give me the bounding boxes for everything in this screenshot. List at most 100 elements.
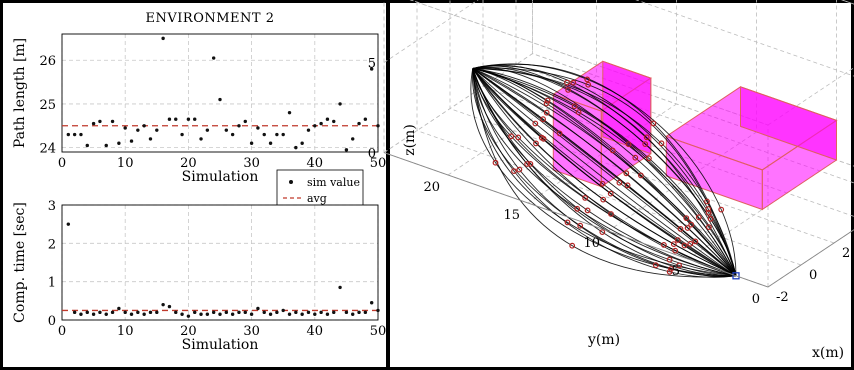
- data-point: [262, 132, 266, 137]
- waypoint-marker: [543, 109, 550, 116]
- data-point: [319, 310, 323, 315]
- data-point: [313, 312, 317, 316]
- data-point: [256, 306, 260, 311]
- data-point: [351, 312, 355, 316]
- data-point: [98, 310, 102, 315]
- data-point: [136, 310, 140, 315]
- trajectory-path: [472, 63, 737, 276]
- y-axis-label: Comp. time [sec]: [12, 202, 28, 323]
- waypoints: [492, 76, 725, 275]
- data-point: [91, 312, 96, 316]
- data-point: [72, 310, 77, 315]
- trajectory-path: [472, 67, 737, 276]
- grid-line: [416, 0, 802, 266]
- waypoint-marker: [677, 225, 684, 232]
- data-point: [66, 222, 71, 226]
- waypoint-marker: [571, 103, 578, 110]
- waypoint-marker: [600, 196, 607, 203]
- waypoint-marker: [577, 222, 584, 229]
- waypoint-marker: [584, 207, 591, 214]
- data-point: [224, 310, 229, 315]
- data-point: [167, 117, 172, 121]
- y-tick-label: 5: [672, 264, 680, 279]
- waypoint-marker: [684, 225, 691, 231]
- z-tick-label: 0: [368, 147, 376, 162]
- data-point: [294, 310, 298, 315]
- y-axis-label: Path length [m]: [12, 38, 28, 148]
- axis-lines: [383, 152, 854, 288]
- data-point: [363, 310, 368, 315]
- waypoint-marker: [543, 100, 550, 107]
- data-point: [338, 285, 342, 290]
- waypoint-marker: [688, 221, 695, 228]
- waypoint-marker: [556, 130, 563, 137]
- data-point: [249, 312, 254, 316]
- waypoint-marker: [646, 155, 652, 162]
- x-tick-label: 10: [117, 324, 134, 339]
- data-point: [376, 124, 380, 128]
- data-point: [79, 132, 83, 137]
- x-tick-label: 0: [58, 156, 66, 171]
- y-tick-label: 15: [503, 208, 520, 223]
- x-tick-label: 30: [243, 156, 260, 171]
- trajectory-path: [472, 68, 737, 276]
- trajectory-path: [472, 68, 737, 278]
- y-tick-label: 20: [423, 180, 440, 195]
- data-point: [199, 137, 203, 141]
- data-point: [243, 310, 247, 315]
- trajectory-path: [472, 66, 737, 276]
- waypoint-marker: [544, 97, 551, 104]
- data-point: [218, 97, 222, 102]
- data-point: [357, 121, 361, 126]
- x-tick-label: 40: [307, 324, 324, 339]
- plot-area: [62, 205, 378, 320]
- x-tick-label: -2: [776, 290, 789, 305]
- data-point: [281, 308, 285, 313]
- obstacle-face: [552, 93, 602, 188]
- x-axis-label: Simulation: [182, 337, 259, 353]
- x-tick-label: 0: [809, 268, 817, 283]
- legend-box: [276, 169, 364, 209]
- data-point: [91, 121, 96, 126]
- data-point: [211, 56, 216, 60]
- plot-area: [62, 34, 378, 152]
- data-point: [129, 139, 134, 143]
- data-point: [98, 119, 102, 124]
- data-point: [369, 301, 374, 305]
- data-point: [193, 117, 197, 121]
- waypoint-marker: [492, 159, 499, 166]
- data-point: [338, 102, 342, 106]
- data-point: [256, 126, 260, 130]
- waypoint-marker: [609, 147, 616, 154]
- waypoint-marker: [625, 141, 632, 148]
- waypoint-marker: [624, 182, 631, 189]
- data-point: [369, 67, 374, 71]
- goal-marker: [732, 272, 740, 280]
- left-charts-svg: ENVIRONMENT 2 0 10 20 30 40 50242526Simulatio…: [12, 11, 386, 353]
- legend: sim value avg: [276, 169, 364, 209]
- waypoint-marker: [692, 238, 699, 245]
- waypoint-marker: [575, 109, 582, 116]
- waypoint-marker: [672, 247, 679, 254]
- y-tick-label: 0: [752, 292, 760, 307]
- data-point: [319, 121, 323, 126]
- waypoint-marker: [516, 166, 523, 173]
- data-point: [104, 143, 108, 148]
- waypoint-marker: [718, 206, 725, 213]
- y-tick-label: 26: [39, 54, 56, 69]
- data-point: [306, 310, 311, 315]
- data-point: [325, 117, 330, 121]
- waypoint-marker: [652, 262, 659, 269]
- data-point: [325, 312, 330, 316]
- x-axis-label: Simulation: [182, 169, 259, 185]
- waypoint-marker: [683, 215, 690, 222]
- waypoint-marker: [582, 194, 588, 201]
- data-point: [72, 132, 77, 137]
- waypoint-marker: [705, 206, 712, 212]
- trajectory-path: [472, 68, 737, 277]
- waypoint-marker: [638, 172, 644, 179]
- grid-line: [841, 0, 854, 5]
- data-point: [142, 124, 146, 128]
- x-tick-label: 2: [842, 246, 850, 261]
